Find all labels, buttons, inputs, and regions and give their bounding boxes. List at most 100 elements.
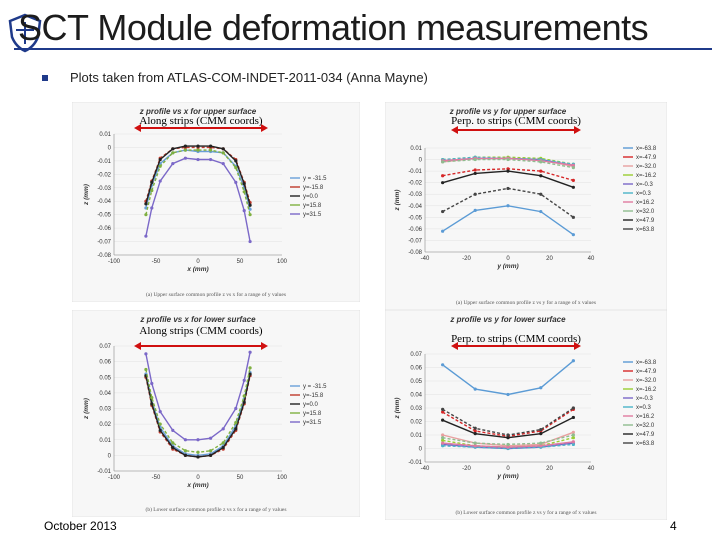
x-tick-label: 0: [506, 466, 510, 472]
y-tick-label: -0.01: [408, 169, 422, 175]
y-tick-label: -0.04: [97, 199, 111, 205]
legend-label: y=31.5: [303, 212, 322, 218]
y-axis-label: z (mm): [83, 398, 90, 420]
legend-label: x=47.9: [636, 432, 655, 438]
data-point: [571, 430, 575, 434]
data-point: [506, 204, 510, 208]
university-crest-icon: [8, 13, 42, 53]
legend-label: y=0.0: [303, 194, 319, 200]
data-point: [196, 157, 200, 162]
legend-label: y=31.5: [303, 420, 322, 426]
data-point: [473, 157, 477, 162]
legend-label: x=63.8: [636, 441, 655, 447]
legend-label: x=0.3: [636, 405, 652, 411]
data-point: [539, 444, 543, 448]
y-tick-label: -0.05: [408, 215, 422, 221]
data-point: [441, 410, 445, 414]
data-point: [473, 441, 477, 445]
data-point: [196, 438, 200, 442]
x-tick-label: -100: [108, 259, 121, 265]
data-point: [150, 188, 154, 193]
data-point: [539, 441, 543, 445]
y-tick-label: -0.03: [408, 192, 422, 198]
legend-label: x=-0.3: [636, 396, 654, 402]
data-point: [144, 352, 148, 356]
chart-lower-y: z profile vs y for lower surface 0.07 0.06…: [385, 310, 667, 520]
legend-label: y=15.8: [303, 411, 322, 417]
chart-caption: (a) Upper surface common profile z vs x …: [146, 291, 286, 298]
y-tick-label: -0.02: [97, 172, 111, 178]
chart-title: z profile vs y for lower surface: [449, 315, 566, 324]
x-tick-label: -100: [108, 475, 121, 481]
legend-label: x=-63.8: [636, 146, 657, 152]
data-point: [441, 174, 445, 178]
y-tick-label: 0.04: [410, 393, 422, 399]
data-point: [441, 444, 445, 448]
y-axis-label: z (mm): [83, 184, 90, 206]
data-point: [158, 164, 162, 168]
data-point: [234, 420, 238, 425]
data-point: [506, 445, 510, 449]
y-tick-label: -0.04: [408, 204, 422, 210]
y-tick-label: -0.01: [97, 159, 111, 165]
y-tick-label: -0.07: [408, 238, 422, 244]
x-axis-label: y (mm): [496, 263, 518, 270]
legend-label: y=0.0: [303, 402, 319, 408]
data-point: [571, 178, 575, 182]
data-point: [221, 161, 225, 166]
chart-title: z profile vs y for upper surface: [449, 107, 567, 116]
x-tick-label: 20: [546, 466, 553, 472]
x-axis-label: x (mm): [186, 266, 208, 273]
arrow-annotation: Along strips (CMM coords): [139, 115, 262, 127]
data-point: [196, 455, 200, 459]
x-tick-label: 40: [588, 466, 595, 472]
data-point: [144, 367, 148, 372]
y-tick-label: -0.01: [97, 469, 111, 475]
arrow-head-right: [261, 124, 268, 132]
data-point: [571, 436, 575, 440]
data-point: [539, 386, 543, 390]
legend-label: x=-47.9: [636, 369, 657, 375]
data-point: [571, 440, 575, 444]
data-point: [209, 453, 213, 457]
x-axis-label: y (mm): [496, 473, 518, 480]
data-point: [150, 180, 154, 184]
data-point: [571, 442, 575, 447]
legend-label: y = -31.5: [303, 384, 327, 390]
data-point: [158, 410, 162, 414]
data-point: [539, 209, 543, 214]
data-point: [441, 160, 445, 164]
series-line: [145, 149, 251, 215]
data-point: [183, 144, 187, 148]
data-point: [571, 185, 575, 189]
data-point: [234, 427, 238, 431]
data-point: [209, 449, 213, 453]
bullet-text: Plots taken from ATLAS-COM-INDET-2011-03…: [70, 70, 428, 85]
y-tick-label: 0: [108, 145, 112, 151]
data-point: [221, 445, 225, 450]
legend-label: x=-32.0: [636, 164, 657, 170]
data-point: [209, 144, 213, 148]
data-point: [539, 160, 543, 164]
data-point: [248, 239, 252, 244]
footer-date: October 2013: [44, 519, 117, 533]
chart-lower-x: z profile vs x for lower surface 0.07 0.06…: [72, 310, 360, 517]
data-point: [196, 450, 200, 454]
y-tick-label: -0.07: [97, 240, 111, 246]
arrow-head-right: [261, 342, 268, 350]
x-tick-label: 0: [196, 259, 200, 265]
data-point: [242, 400, 246, 404]
x-tick-label: 100: [277, 475, 288, 481]
data-point: [158, 179, 162, 183]
x-tick-label: -50: [152, 475, 161, 481]
legend-label: x=0.3: [636, 191, 652, 197]
x-axis-label: x (mm): [186, 482, 208, 489]
y-tick-label: 0.01: [410, 146, 422, 152]
data-point: [539, 428, 543, 432]
data-point: [234, 180, 238, 184]
data-point: [221, 427, 225, 431]
data-point: [248, 203, 252, 207]
data-point: [473, 429, 477, 433]
arrow-annotation: Perp. to strips (CMM coords): [451, 115, 581, 127]
data-point: [171, 445, 175, 450]
